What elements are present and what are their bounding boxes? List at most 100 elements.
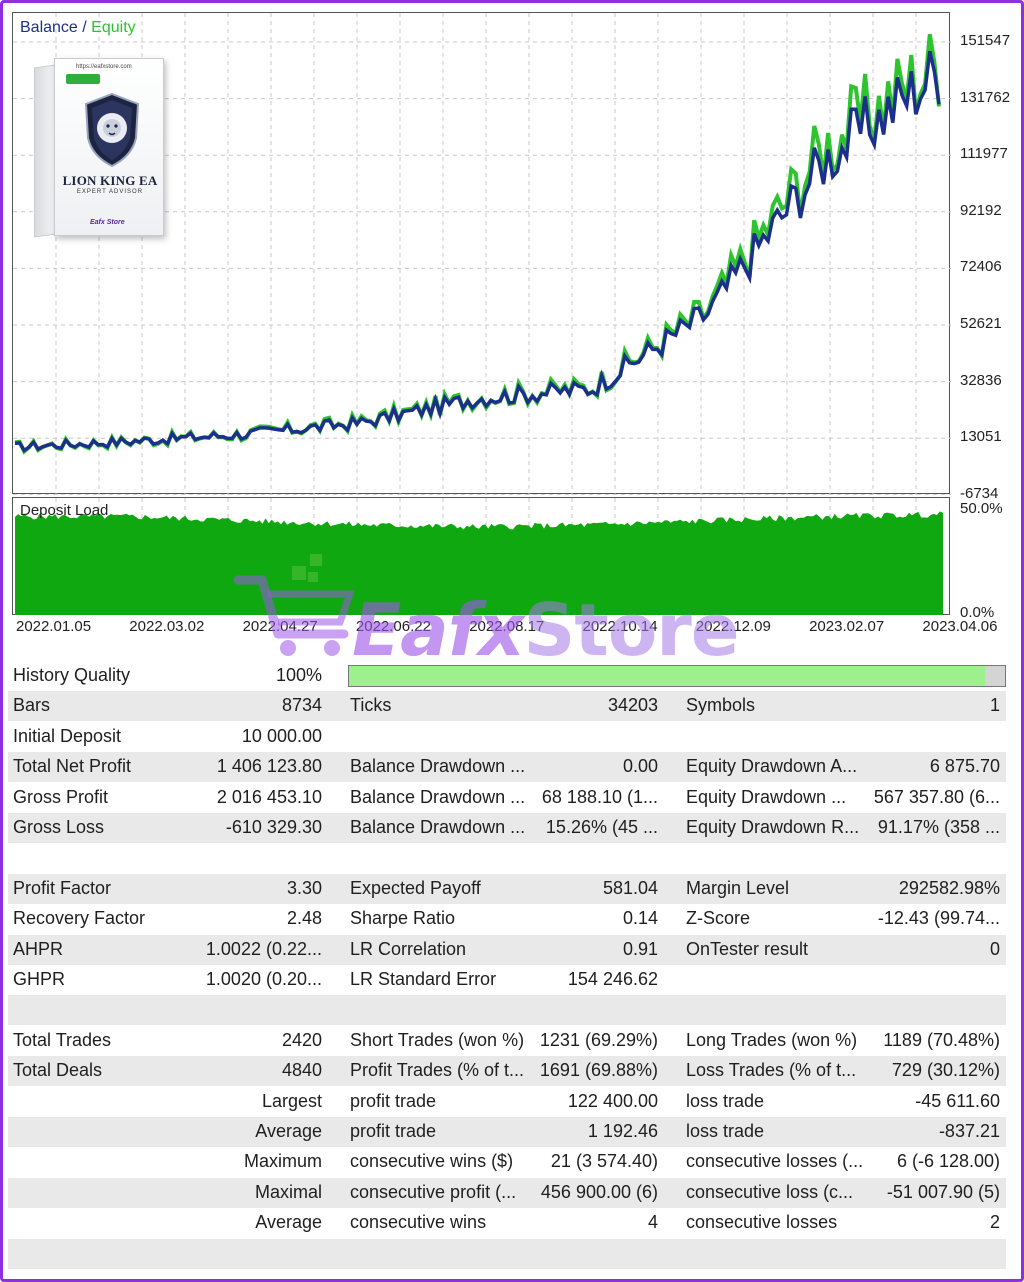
stat-value-1: 8734 [281, 695, 322, 716]
stat-label-3: Equity Drawdown ... [686, 786, 847, 807]
stat-value-2: 15.26% (45 ... [545, 817, 658, 837]
stat-value-3: 6 875.70 [929, 756, 1000, 777]
legend-balance: Balance [20, 19, 78, 36]
stat-label-2: LR Standard Error [350, 969, 497, 989]
stats-row: Initial Deposit 10 000.00 [8, 722, 1006, 752]
chart-title: Balance / Equity [20, 19, 136, 37]
stat-value-3: 91.17% (358 ... [877, 817, 1000, 837]
stat-label-2: Expected Payoff [350, 877, 481, 898]
stats-row [8, 995, 1006, 1026]
stats-row: Total Trades 2420 Short Trades (won %) 1231… [8, 1026, 1006, 1056]
stat-value-2: 1691 (69.88%) [539, 1060, 658, 1081]
stat-label-3: Loss Trades (% of t... [686, 1060, 857, 1081]
stat-label-1: Initial Deposit [13, 725, 122, 746]
stat-value-2: 0.91 [622, 938, 658, 959]
deposit-load-plot [15, 498, 943, 616]
stat-value-2: 0.00 [622, 756, 658, 777]
stat-label-2: Balance Drawdown ... [350, 817, 526, 837]
stats-row: Bars 8734 Ticks 34203 Symbols 1 [8, 691, 1006, 722]
stats-row-history-quality: History Quality 100% [8, 661, 1006, 691]
stat-value-1: Average [255, 1212, 322, 1233]
stat-label-2: Profit Trades (% of t... [350, 1060, 525, 1081]
stat-label-2: Balance Drawdown ... [350, 786, 526, 807]
box-url: https://eafxstore.com [76, 64, 132, 70]
deposit-load-area [15, 511, 943, 615]
stat-value-2: 1231 (69.29%) [539, 1029, 658, 1050]
stat-value-1: 4840 [281, 1060, 322, 1081]
y-tick-label: 111977 [960, 145, 1008, 163]
y-axis: 151547 131762 111977 92192 72406 52621 32836 13… [950, 12, 1024, 632]
y-tick-label: 131762 [960, 88, 1011, 106]
stat-value-3: -45 611.60 [915, 1090, 1000, 1111]
stat-label-3: loss trade [686, 1121, 765, 1141]
stat-value-1: Maximal [254, 1181, 322, 1202]
store-logo-text: Eafx Store [90, 219, 125, 226]
stat-label-3: Z-Score [686, 908, 751, 929]
stats-row [8, 843, 1006, 873]
stats-row: Largest profit trade 122 400.00 loss trade -… [8, 1087, 1006, 1117]
y-tick-label: 72406 [960, 258, 1002, 276]
stats-row [8, 1238, 1006, 1269]
x-tick-label: 2023.02.07 [809, 618, 885, 635]
product-box-image: https://eafxstore.com LION KING EA EXPER… [34, 56, 164, 238]
x-tick-label: 2022.08.17 [469, 618, 545, 635]
stats-row: Average consecutive wins 4 consecutive loss… [8, 1208, 1006, 1238]
stat-label-1: Bars [13, 695, 51, 716]
stat-value-2: 456 900.00 (6) [540, 1181, 658, 1202]
stat-label-3: OnTester result [686, 938, 809, 959]
stat-label-3: consecutive loss (c... [686, 1181, 854, 1202]
stat-value-3: -12.43 (99.74... [877, 908, 1000, 929]
stat-value-3: 6 (-6 128.00) [896, 1151, 1000, 1172]
stats-row: Maximal consecutive profit (... 456 900.00… [8, 1177, 1006, 1208]
stat-label-3: Long Trades (won %) [686, 1029, 858, 1050]
stat-label-2: consecutive profit (... [350, 1181, 517, 1202]
stats-row: Maximum consecutive wins ($) 21 (3 574.40)… [8, 1147, 1006, 1177]
lion-shield-icon [84, 92, 140, 168]
product-name: LION KING EA [62, 173, 158, 188]
stat-value-3: -837.21 [938, 1121, 1000, 1141]
x-tick-label: 2022.01.05 [16, 618, 92, 635]
stat-value-1: 3.30 [286, 877, 322, 898]
stat-value-1: -610 329.30 [225, 817, 322, 837]
stat-value-1: 10 000.00 [241, 725, 322, 746]
stats-row: Recovery Factor 2.48 Sharpe Ratio 0.14 Z-Sco… [8, 904, 1006, 934]
history-quality-value: 100% [275, 665, 322, 685]
stats-row: AHPR 1.0022 (0.22... LR Correlation 0.91 OnT… [8, 934, 1006, 965]
y-tick-label: 151547 [960, 32, 1011, 49]
box-badge [66, 74, 100, 84]
stat-value-1: 2420 [281, 1029, 322, 1050]
stat-value-1: 1.0020 (0.20... [205, 969, 322, 989]
stat-label-1: Gross Loss [13, 817, 105, 837]
stat-value-3: -51 007.90 (5) [886, 1181, 1000, 1202]
deposit-load-chart [12, 497, 950, 616]
stat-label-3: Margin Level [686, 877, 790, 898]
stat-value-1: 2 016 453.10 [216, 786, 322, 807]
stat-label-2: profit trade [350, 1090, 437, 1111]
stat-label-2: consecutive wins ($) [350, 1151, 514, 1172]
stat-label-3: Equity Drawdown A... [686, 756, 858, 777]
stat-label-1: GHPR [13, 969, 66, 989]
stat-value-2: 154 246.62 [567, 969, 658, 989]
legend-equity: Equity [91, 19, 136, 36]
box-front [54, 58, 164, 236]
history-quality-fill [349, 666, 986, 686]
stat-value-2: 1 192.46 [587, 1121, 658, 1141]
stat-label-2: consecutive wins [350, 1212, 487, 1233]
stat-label-3: consecutive losses [686, 1212, 838, 1233]
stats-row: Gross Profit 2 016 453.10 Balance Drawdown… [8, 783, 1006, 813]
stat-value-3: 292582.98% [898, 877, 1000, 898]
stat-label-2: profit trade [350, 1121, 437, 1141]
load-bottom-label: 0.0% [960, 604, 995, 621]
stats-row: Profit Factor 3.30 Expected Payoff 581.04 Ma… [8, 873, 1006, 904]
stat-value-1: Maximum [243, 1151, 322, 1172]
y-tick-label: 52621 [960, 315, 1002, 332]
stats-row: Gross Loss -610 329.30 Balance Drawdown ..… [8, 813, 1006, 843]
stat-value-3: 0 [989, 938, 1000, 959]
stats-row: GHPR 1.0020 (0.20... LR Standard Error 154 … [8, 965, 1006, 995]
product-subtitle: EXPERT ADVISOR [76, 189, 144, 195]
stat-value-1: 1 406 123.80 [216, 756, 322, 777]
stat-value-2: 4 [647, 1212, 658, 1233]
stat-value-2: 122 400.00 [567, 1090, 658, 1111]
stat-label-1: Total Deals [13, 1060, 103, 1081]
stat-value-1: Average [255, 1121, 322, 1141]
